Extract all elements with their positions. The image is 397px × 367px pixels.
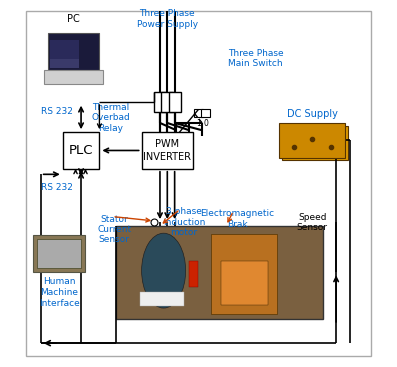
Bar xyxy=(284,128,351,163)
Text: RS 232: RS 232 xyxy=(41,183,73,192)
Text: Speed
Sensor: Speed Sensor xyxy=(297,213,328,232)
Bar xyxy=(116,226,323,319)
Text: Three Phase
Main Switch: Three Phase Main Switch xyxy=(228,49,283,68)
Text: PC: PC xyxy=(67,14,80,24)
Text: 0: 0 xyxy=(203,119,208,128)
Text: RS 232: RS 232 xyxy=(41,108,73,116)
Bar xyxy=(211,234,278,314)
Bar xyxy=(142,132,193,169)
Text: Three Phase
Power Supply: Three Phase Power Supply xyxy=(137,9,198,29)
Bar xyxy=(162,92,173,112)
Bar xyxy=(37,239,81,268)
Text: 3 phase
induction
motor: 3 phase induction motor xyxy=(163,207,205,237)
Text: Stator
Current
Sensor: Stator Current Sensor xyxy=(97,215,131,244)
Bar xyxy=(169,92,181,112)
Ellipse shape xyxy=(142,233,186,308)
Bar xyxy=(44,70,103,84)
Text: 1: 1 xyxy=(196,119,201,128)
Text: Electromagnetic
Brak: Electromagnetic Brak xyxy=(200,209,274,229)
Bar xyxy=(140,292,184,306)
Bar xyxy=(48,33,99,70)
Bar xyxy=(33,235,85,272)
Text: PWM
INVERTER: PWM INVERTER xyxy=(143,139,191,162)
Bar xyxy=(220,261,268,305)
Text: PLC: PLC xyxy=(69,144,93,157)
Bar xyxy=(50,40,79,59)
Bar xyxy=(189,261,198,287)
Text: DC Supply: DC Supply xyxy=(287,109,337,119)
Bar xyxy=(154,92,166,112)
Bar xyxy=(279,123,345,158)
Bar xyxy=(194,109,203,117)
Bar xyxy=(201,109,210,117)
Bar xyxy=(50,59,79,68)
Bar xyxy=(63,132,99,169)
Text: Thermal
Overbad
Relay: Thermal Overbad Relay xyxy=(91,103,130,132)
Text: Human
Machine
Interface: Human Machine Interface xyxy=(39,277,79,308)
Bar xyxy=(282,126,348,160)
